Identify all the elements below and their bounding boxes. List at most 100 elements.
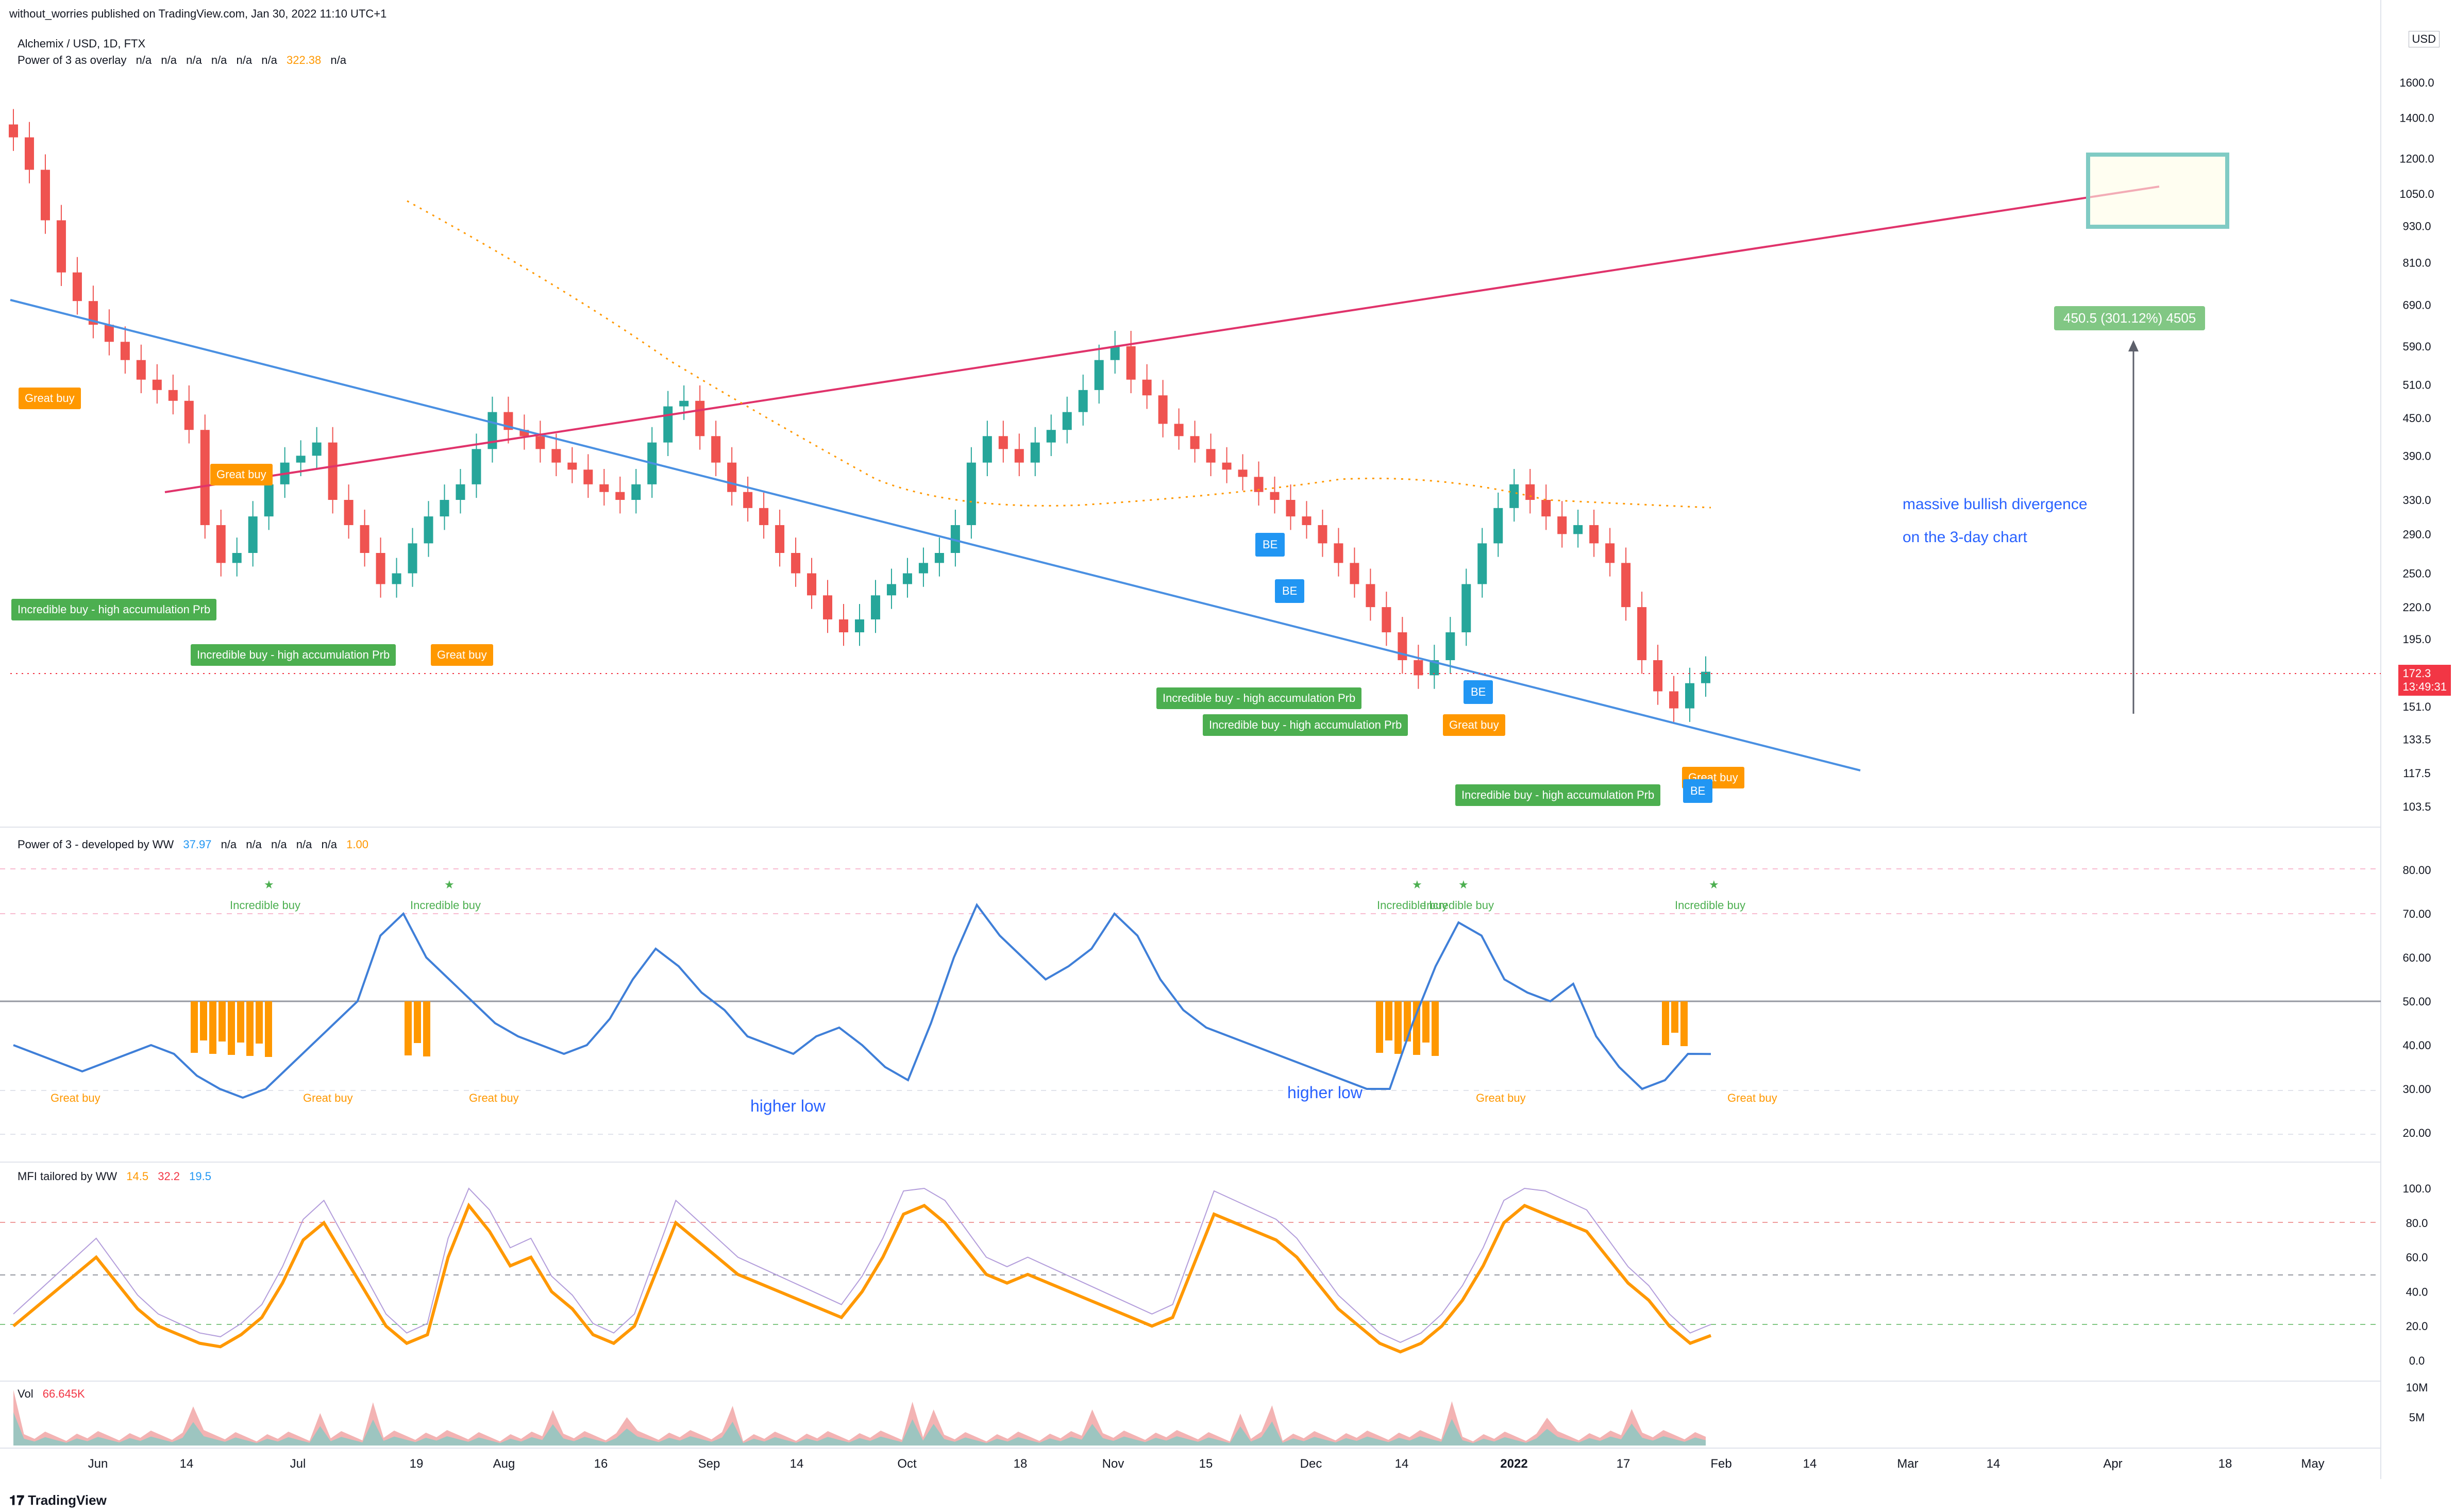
candle-body bbox=[870, 595, 880, 619]
mfi-tick-label: 100.0 bbox=[2402, 1182, 2431, 1195]
signal-be[interactable]: BE bbox=[1255, 533, 1285, 557]
note-line-2[interactable]: on the 3-day chart bbox=[1903, 529, 2027, 546]
candle-body bbox=[615, 492, 625, 500]
time-tick-label: 14 bbox=[180, 1457, 194, 1471]
candle-body bbox=[1286, 500, 1296, 517]
candle-body bbox=[998, 436, 1008, 449]
mfi-axis: 100.0 80.0 60.0 40.0 20.0 0.0 bbox=[2402, 1182, 2431, 1367]
signal-incredible-prb[interactable]: Incredible buy - high accumulation Prb bbox=[1203, 714, 1408, 736]
signal-great-buy[interactable]: Great buy bbox=[210, 464, 273, 485]
measure-label[interactable]: 450.5 (301.12%) 4505 bbox=[2054, 306, 2206, 330]
candle-body bbox=[1158, 395, 1168, 424]
overlay-value: 322.38 bbox=[286, 54, 322, 66]
candle-body bbox=[1493, 508, 1503, 544]
price-tick-label: 133.5 bbox=[2402, 733, 2431, 746]
last-price: 172.3 bbox=[2402, 667, 2431, 680]
candlestick-series bbox=[9, 109, 1710, 722]
candle-body bbox=[1669, 691, 1679, 709]
candle-body bbox=[823, 595, 833, 619]
power3-tick-label: 20.00 bbox=[2402, 1127, 2431, 1139]
candle-body bbox=[184, 400, 194, 430]
price-tick-label: 810.0 bbox=[2402, 256, 2431, 269]
annotation-higher-low[interactable]: higher low bbox=[750, 1097, 826, 1115]
time-tick-label: Mar bbox=[1897, 1457, 1918, 1471]
signal-great-buy[interactable]: Great buy bbox=[1443, 714, 1505, 736]
candle-body bbox=[950, 525, 960, 553]
candle-body bbox=[1062, 412, 1072, 430]
label-incredible-buy: Incredible buy bbox=[410, 899, 481, 912]
signal-incredible-prb[interactable]: Incredible buy - high accumulation Prb bbox=[1455, 784, 1661, 806]
power3-line[interactable] bbox=[13, 903, 1711, 1099]
label-great-buy: Great buy bbox=[1476, 1091, 1526, 1104]
volume-legend[interactable]: Vol 66.645K bbox=[18, 1387, 85, 1400]
candle-body bbox=[24, 137, 34, 170]
volume-tick-label: 10M bbox=[2406, 1381, 2428, 1394]
volume-axis: 10M 5M bbox=[2406, 1381, 2428, 1424]
signal-incredible-prb[interactable]: Incredible buy - high accumulation Prb bbox=[1156, 687, 1362, 709]
overlay-legend[interactable]: Power of 3 as overlay n/a n/a n/a n/a n/… bbox=[18, 54, 346, 66]
time-tick-label: Jun bbox=[88, 1457, 108, 1471]
signal-be[interactable]: BE bbox=[1275, 579, 1305, 603]
accumulation-bar bbox=[209, 1001, 216, 1054]
mfi-title: MFI tailored by WW bbox=[18, 1170, 117, 1183]
price-tick-label: 220.0 bbox=[2402, 601, 2431, 614]
candle-body bbox=[296, 456, 306, 463]
price-tick-label: 510.0 bbox=[2402, 379, 2431, 392]
price-tick-label: 1050.0 bbox=[2399, 188, 2434, 200]
candle-body bbox=[759, 508, 769, 525]
price-tick-label: 1200.0 bbox=[2399, 153, 2434, 165]
candle-body bbox=[855, 619, 864, 632]
candle-body bbox=[1142, 379, 1152, 396]
symbol-title[interactable]: Alchemix / USD, 1D, FTX bbox=[18, 37, 146, 50]
accumulation-bar bbox=[1394, 1001, 1402, 1054]
price-tick-label: 1600.0 bbox=[2399, 76, 2434, 89]
price-tick-label: 103.5 bbox=[2402, 800, 2431, 813]
annotation-higher-low[interactable]: higher low bbox=[1287, 1083, 1363, 1102]
currency-button[interactable]: USD bbox=[2408, 31, 2440, 47]
candle-body bbox=[248, 516, 258, 553]
signal-be[interactable]: BE bbox=[1683, 779, 1713, 803]
candle-body bbox=[1382, 607, 1391, 632]
signal-incredible-prb[interactable]: Incredible buy - high accumulation Prb bbox=[11, 599, 217, 620]
ascending-trendline[interactable] bbox=[164, 186, 2160, 493]
candle-body bbox=[663, 406, 673, 443]
signal-great-buy[interactable]: Great buy bbox=[1682, 767, 1744, 788]
time-axis[interactable]: Jun 14 Jul 19 Aug 16 Sep 14 Oct 18 Nov 15 Dec 14 2022 1… bbox=[88, 1457, 2325, 1471]
candle-body bbox=[72, 272, 82, 301]
power3-tick-label: 70.00 bbox=[2402, 908, 2431, 920]
price-axis[interactable]: 1600.0 1400.0 1200.0 1050.0 930.0 810.0 690.0 5… bbox=[2399, 76, 2434, 813]
candle-body bbox=[376, 553, 385, 584]
candle-body bbox=[168, 390, 178, 401]
signal-great-buy[interactable]: Great buy bbox=[19, 388, 81, 409]
candle-body bbox=[886, 584, 896, 596]
signal-incredible-prb[interactable]: Incredible buy - high accumulation Prb bbox=[191, 644, 396, 666]
last-price-tag[interactable]: 172.3 13:49:31 bbox=[2398, 665, 2451, 696]
time-tick-label: 18 bbox=[1014, 1457, 1028, 1471]
target-zone-box[interactable] bbox=[2086, 153, 2229, 229]
candle-body bbox=[9, 124, 18, 138]
descending-trendline[interactable] bbox=[10, 299, 1861, 771]
tradingview-logo[interactable]: 𝟏𝟕 TradingView bbox=[9, 1492, 107, 1508]
mfi-line[interactable] bbox=[12, 1202, 1712, 1354]
candle-body bbox=[216, 525, 226, 563]
candle-body bbox=[136, 360, 146, 380]
mfi-legend[interactable]: MFI tailored by WW 14.5 32.2 19.5 bbox=[18, 1170, 211, 1183]
power3-legend[interactable]: Power of 3 - developed by WW 37.97 n/a n… bbox=[18, 838, 368, 851]
candle-body bbox=[360, 525, 369, 553]
label-great-buy: Great buy bbox=[469, 1091, 519, 1104]
mfi-tick-label: 0.0 bbox=[2409, 1354, 2425, 1367]
candle-body bbox=[982, 436, 992, 463]
signal-great-buy[interactable]: Great buy bbox=[431, 644, 493, 666]
candle-body bbox=[1573, 525, 1583, 534]
note-line-1[interactable]: massive bullish divergence bbox=[1903, 496, 2088, 513]
candle-body bbox=[1318, 525, 1327, 544]
candle-body bbox=[200, 430, 210, 525]
candle-body bbox=[232, 553, 242, 563]
signal-be[interactable]: BE bbox=[1464, 680, 1493, 704]
star-marker: ★ bbox=[444, 878, 455, 891]
candle-body bbox=[1270, 492, 1280, 500]
candle-body bbox=[1414, 660, 1423, 676]
time-tick-label: Jul bbox=[290, 1457, 306, 1471]
time-tick-label: 17 bbox=[1617, 1457, 1630, 1471]
